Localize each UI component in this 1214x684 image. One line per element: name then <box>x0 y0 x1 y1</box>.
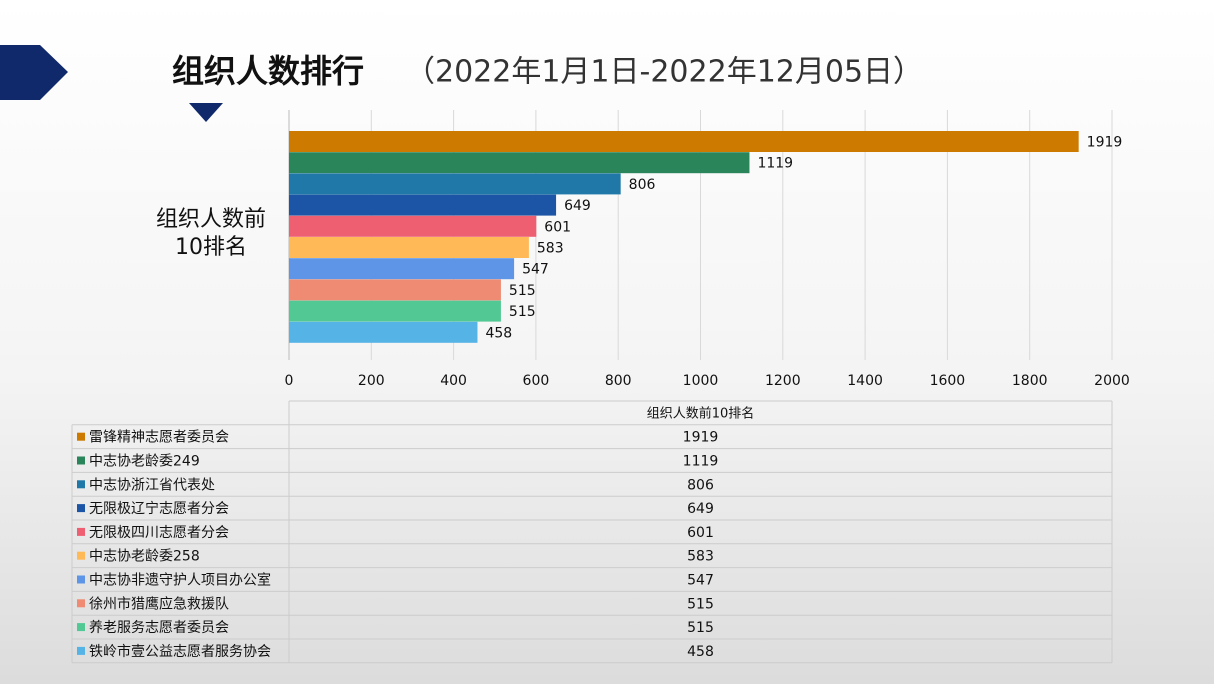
bar <box>289 173 621 195</box>
bar <box>289 321 478 343</box>
data-label: 649 <box>564 198 591 214</box>
table-header: 组织人数前10排名 <box>647 405 755 421</box>
x-tick-label: 200 <box>358 373 385 389</box>
legend-swatch <box>77 575 85 584</box>
x-tick-label: 0 <box>285 373 294 389</box>
bar <box>289 152 750 174</box>
table-cell: 547 <box>687 573 714 589</box>
table-cell: 601 <box>687 525 714 541</box>
table-row-label: 无限极辽宁志愿者分会 <box>89 500 229 517</box>
table-row-label: 养老服务志愿者委员会 <box>89 620 229 636</box>
table-cell: 1119 <box>683 454 719 470</box>
x-tick-label: 2000 <box>1094 373 1130 389</box>
x-tick-label: 1400 <box>847 373 883 389</box>
y-axis-label: 组织人数前10排名 <box>155 207 266 260</box>
chart-subtitle: （2022年1月1日-2022年12月05日） <box>405 55 923 90</box>
data-label: 515 <box>509 304 536 320</box>
data-label: 583 <box>537 241 564 257</box>
data-label: 601 <box>544 219 571 235</box>
table-row-label: 雷锋精神志愿者委员会 <box>89 430 229 446</box>
legend-swatch <box>77 480 85 489</box>
x-tick-label: 1000 <box>683 373 719 389</box>
bar <box>289 194 557 216</box>
x-tick-label: 1600 <box>930 373 966 389</box>
table-cell: 515 <box>687 620 714 636</box>
legend-swatch <box>77 456 85 465</box>
bar <box>289 237 529 258</box>
bar <box>289 300 501 322</box>
data-label: 1919 <box>1087 135 1123 151</box>
table-row-label: 铁岭市壹公益志愿者服务协会 <box>89 643 271 660</box>
legend-swatch <box>77 599 85 608</box>
table-row-label: 中志协浙江省代表处 <box>89 477 215 493</box>
table-cell: 649 <box>687 501 714 517</box>
table-cell: 806 <box>687 477 714 493</box>
legend-swatch <box>77 551 85 560</box>
data-label: 547 <box>522 262 549 278</box>
table-cell: 583 <box>687 549 714 565</box>
table-cell: 515 <box>687 596 714 612</box>
bar <box>289 258 515 280</box>
x-tick-label: 600 <box>523 373 550 389</box>
table-row-label: 中志协老龄委258 <box>89 549 200 565</box>
data-label: 458 <box>485 325 512 341</box>
bar <box>289 279 501 301</box>
bar <box>289 215 537 237</box>
legend-swatch <box>77 432 85 441</box>
data-label: 515 <box>509 283 536 299</box>
legend-swatch <box>77 504 85 513</box>
decor-triangle <box>189 103 223 122</box>
table-row-label: 无限极四川志愿者分会 <box>89 525 229 541</box>
x-tick-label: 400 <box>440 373 467 389</box>
legend-swatch <box>77 623 85 632</box>
legend-swatch <box>77 646 85 655</box>
x-tick-label: 1200 <box>765 373 801 389</box>
table-cell: 458 <box>687 644 714 660</box>
data-label: 1119 <box>757 156 793 172</box>
chart-title: 组织人数排行 <box>172 52 364 90</box>
table-row-label: 中志协非遗守护人项目办公室 <box>89 572 271 589</box>
legend-swatch <box>77 527 85 536</box>
table-row-label: 徐州市猎鹰应急救援队 <box>89 595 229 612</box>
bar <box>289 131 1079 152</box>
data-label: 806 <box>629 177 656 193</box>
table-cell: 1919 <box>683 430 719 446</box>
x-tick-label: 1800 <box>1012 373 1048 389</box>
table-row-label: 中志协老龄委249 <box>89 454 200 470</box>
x-tick-label: 800 <box>605 373 632 389</box>
decor-arrow <box>0 45 68 100</box>
